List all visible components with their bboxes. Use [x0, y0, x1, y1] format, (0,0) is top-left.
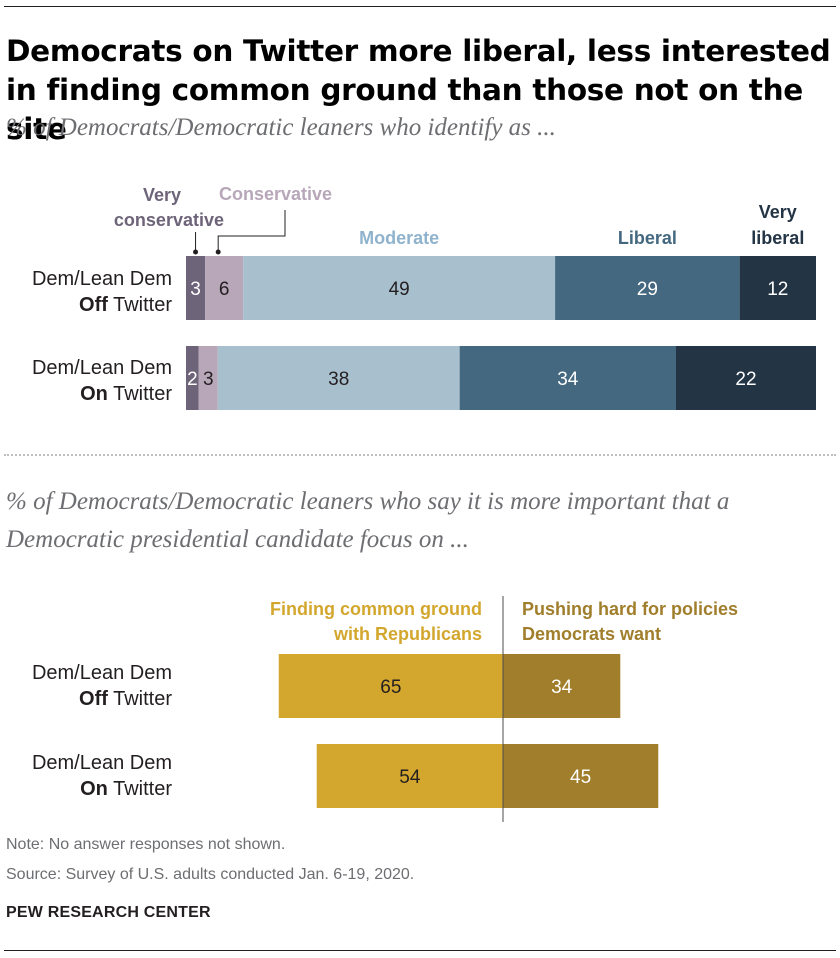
data-label-very-conservative-on: 2	[187, 369, 198, 390]
bar-finding-common-ground-with-republicans-off	[278, 654, 503, 718]
row-label-bold: On	[80, 383, 108, 405]
bar-moderate-off	[243, 256, 556, 320]
legend-label-pushing-hard-line2: Democrats want	[522, 624, 661, 644]
chart2-row-label-off: Dem/Lean Dem Off Twitter	[0, 660, 172, 712]
top-rule	[4, 6, 836, 7]
section-divider	[4, 454, 836, 456]
data-label-pushing-hard-for-policies-democrats-want-off: 34	[551, 677, 573, 698]
chart2-row-label-on: Dem/Lean Dem On Twitter	[0, 750, 172, 802]
bar-liberal-off	[555, 256, 740, 320]
bar-finding-common-ground-with-republicans-on	[316, 744, 503, 808]
data-label-liberal-on: 34	[557, 369, 579, 390]
leader-line-conservative	[217, 210, 286, 252]
row-label-bold: Off	[79, 688, 108, 710]
chart1-row-label-on: Dem/Lean Dem On Twitter	[0, 355, 172, 407]
data-label-finding-common-ground-with-republicans-off: 65	[380, 677, 401, 698]
data-label-very-conservative-off: 3	[190, 279, 201, 300]
bar-moderate-on	[217, 346, 460, 410]
bar-very-liberal-off	[739, 256, 816, 320]
legend-label-very-conservative-line2: conservative	[114, 210, 224, 230]
note-text: Note: No answer responses not shown.	[6, 836, 286, 853]
priority-diverging-bar-chart: 65 34 54 45 Finding common ground with Republ…	[270, 596, 738, 822]
leader-dot-conservative	[215, 249, 221, 255]
data-label-finding-common-ground-with-republicans-on: 54	[399, 767, 421, 788]
bar-very-conservative-on	[186, 346, 199, 410]
data-label-liberal-off: 29	[637, 279, 658, 300]
bar-conservative-on	[198, 346, 218, 410]
row-label-rest: Twitter	[107, 778, 172, 800]
bar-liberal-on	[459, 346, 676, 410]
row-label-rest: Twitter	[107, 294, 172, 316]
chart2-subtitle: % of Democrats/Democratic leaners who sa…	[6, 488, 730, 553]
pew-logo-text: PEW RESEARCH CENTER	[6, 904, 211, 921]
data-label-very-liberal-on: 22	[735, 369, 756, 390]
legend-label-pushing-hard-line1: Pushing hard for policies	[522, 599, 738, 619]
legend-label-very-liberal-line1: Very	[759, 202, 797, 222]
legend-label-very-liberal-line2: liberal	[751, 228, 804, 248]
row-label-bold: Off	[79, 294, 108, 316]
row-label-rest: Twitter	[107, 688, 172, 710]
row-label-bold: On	[80, 778, 108, 800]
data-label-pushing-hard-for-policies-democrats-want-on: 45	[570, 767, 591, 788]
row-label-rest: Twitter	[107, 383, 172, 405]
row-label-line1: Dem/Lean Dem	[31, 752, 172, 774]
data-label-very-liberal-off: 12	[767, 279, 788, 300]
data-label-moderate-on: 38	[328, 369, 349, 390]
bar-pushing-hard-for-policies-democrats-want-off	[503, 654, 621, 718]
chart1-row-label-off: Dem/Lean Dem Off Twitter	[0, 266, 172, 318]
chart1-subtitle: % of Democrats/Democratic leaners who id…	[6, 114, 556, 141]
ideology-stacked-bar-chart: 3 6 49 29 122 3 38 34 22VeryconservativeConserva…	[114, 184, 816, 410]
legend-label-moderate: Moderate	[359, 228, 439, 248]
legend-label-common-ground-line1: Finding common ground	[270, 599, 482, 619]
chart-title: Democrats on Twitter more liberal, less …	[6, 34, 831, 146]
bar-very-liberal-on	[676, 346, 816, 410]
legend-label-common-ground-line2: with Republicans	[333, 624, 482, 644]
bar-very-conservative-off	[186, 256, 206, 320]
data-label-conservative-off: 6	[219, 279, 230, 300]
legend-label-liberal: Liberal	[618, 228, 677, 248]
row-label-line1: Dem/Lean Dem	[31, 662, 172, 684]
row-label-line1: Dem/Lean Dem	[31, 357, 172, 379]
leader-dot-very-conservative	[193, 249, 199, 255]
bar-pushing-hard-for-policies-democrats-want-on	[503, 744, 659, 808]
data-label-moderate-off: 49	[389, 279, 410, 300]
data-label-conservative-on: 3	[203, 369, 214, 390]
legend-label-very-conservative-line1: Very	[143, 185, 181, 205]
legend-label-conservative: Conservative	[219, 184, 332, 204]
bar-conservative-off	[205, 256, 244, 320]
row-label-line1: Dem/Lean Dem	[31, 268, 172, 290]
bottom-rule	[4, 950, 836, 951]
source-text: Source: Survey of U.S. adults conducted …	[6, 866, 415, 883]
